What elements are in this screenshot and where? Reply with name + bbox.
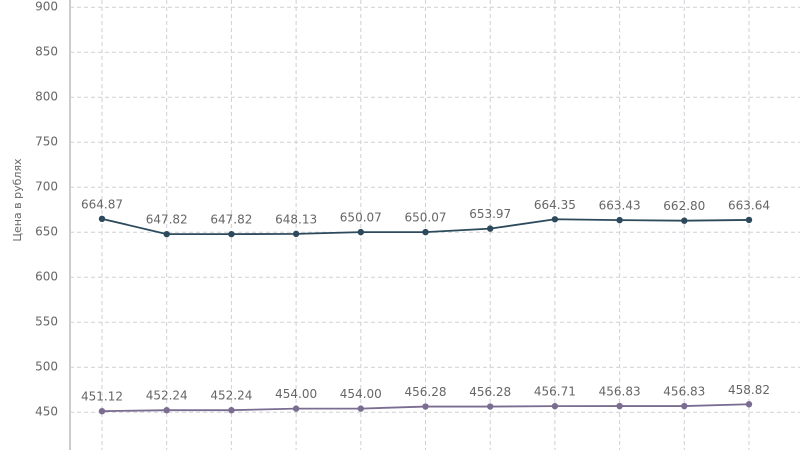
data-label: 663.64 <box>728 198 770 212</box>
data-label: 648.13 <box>275 212 317 226</box>
y-tick-label: 800 <box>35 90 58 104</box>
point <box>681 402 688 410</box>
data-label: 458.82 <box>728 383 770 397</box>
data-label: 456.28 <box>405 385 447 399</box>
point <box>228 230 235 238</box>
y-axis-label: Цена в рублях <box>11 158 24 242</box>
y-tick-label: 500 <box>35 360 58 374</box>
data-label: 663.43 <box>599 199 641 213</box>
data-label: 451.12 <box>81 390 123 404</box>
point <box>616 216 623 224</box>
data-label: 664.35 <box>534 198 576 212</box>
y-tick-label: 550 <box>35 315 58 329</box>
y-tick-label: 900 <box>35 0 58 14</box>
point <box>487 403 494 410</box>
data-label: 454.00 <box>275 387 317 401</box>
data-label: 650.07 <box>405 211 447 225</box>
point <box>745 401 753 408</box>
point <box>292 405 300 412</box>
data-label: 647.82 <box>146 213 188 227</box>
point <box>357 228 364 236</box>
data-label: 456.83 <box>663 385 705 399</box>
data-label: 452.24 <box>146 389 188 403</box>
point <box>98 215 106 223</box>
point <box>163 406 170 414</box>
point <box>98 407 106 415</box>
y-tick-label: 850 <box>35 45 58 59</box>
point <box>163 230 170 238</box>
point <box>551 216 559 223</box>
point <box>616 402 623 410</box>
point <box>422 228 429 236</box>
data-label: 452.24 <box>210 389 252 403</box>
point <box>357 405 364 412</box>
data-label: 456.28 <box>469 385 511 399</box>
data-label: 647.82 <box>210 213 252 227</box>
data-label: 653.97 <box>469 207 511 221</box>
point <box>228 406 235 414</box>
point <box>745 216 753 224</box>
point <box>422 403 429 410</box>
y-tick-label: 650 <box>35 225 58 239</box>
y-tick-label: 600 <box>35 270 58 284</box>
point <box>681 217 688 224</box>
y-tick-label: 700 <box>35 180 58 194</box>
data-label: 456.71 <box>534 385 576 399</box>
data-label: 650.07 <box>340 211 382 225</box>
point <box>292 230 300 238</box>
data-label: 456.83 <box>599 385 641 399</box>
y-tick-label: 450 <box>35 405 58 419</box>
data-label: 662.80 <box>663 199 705 213</box>
data-label: 664.87 <box>81 197 123 211</box>
point <box>487 225 494 232</box>
point <box>551 402 559 410</box>
data-label: 454.00 <box>340 387 382 401</box>
y-tick-label: 750 <box>35 135 58 149</box>
